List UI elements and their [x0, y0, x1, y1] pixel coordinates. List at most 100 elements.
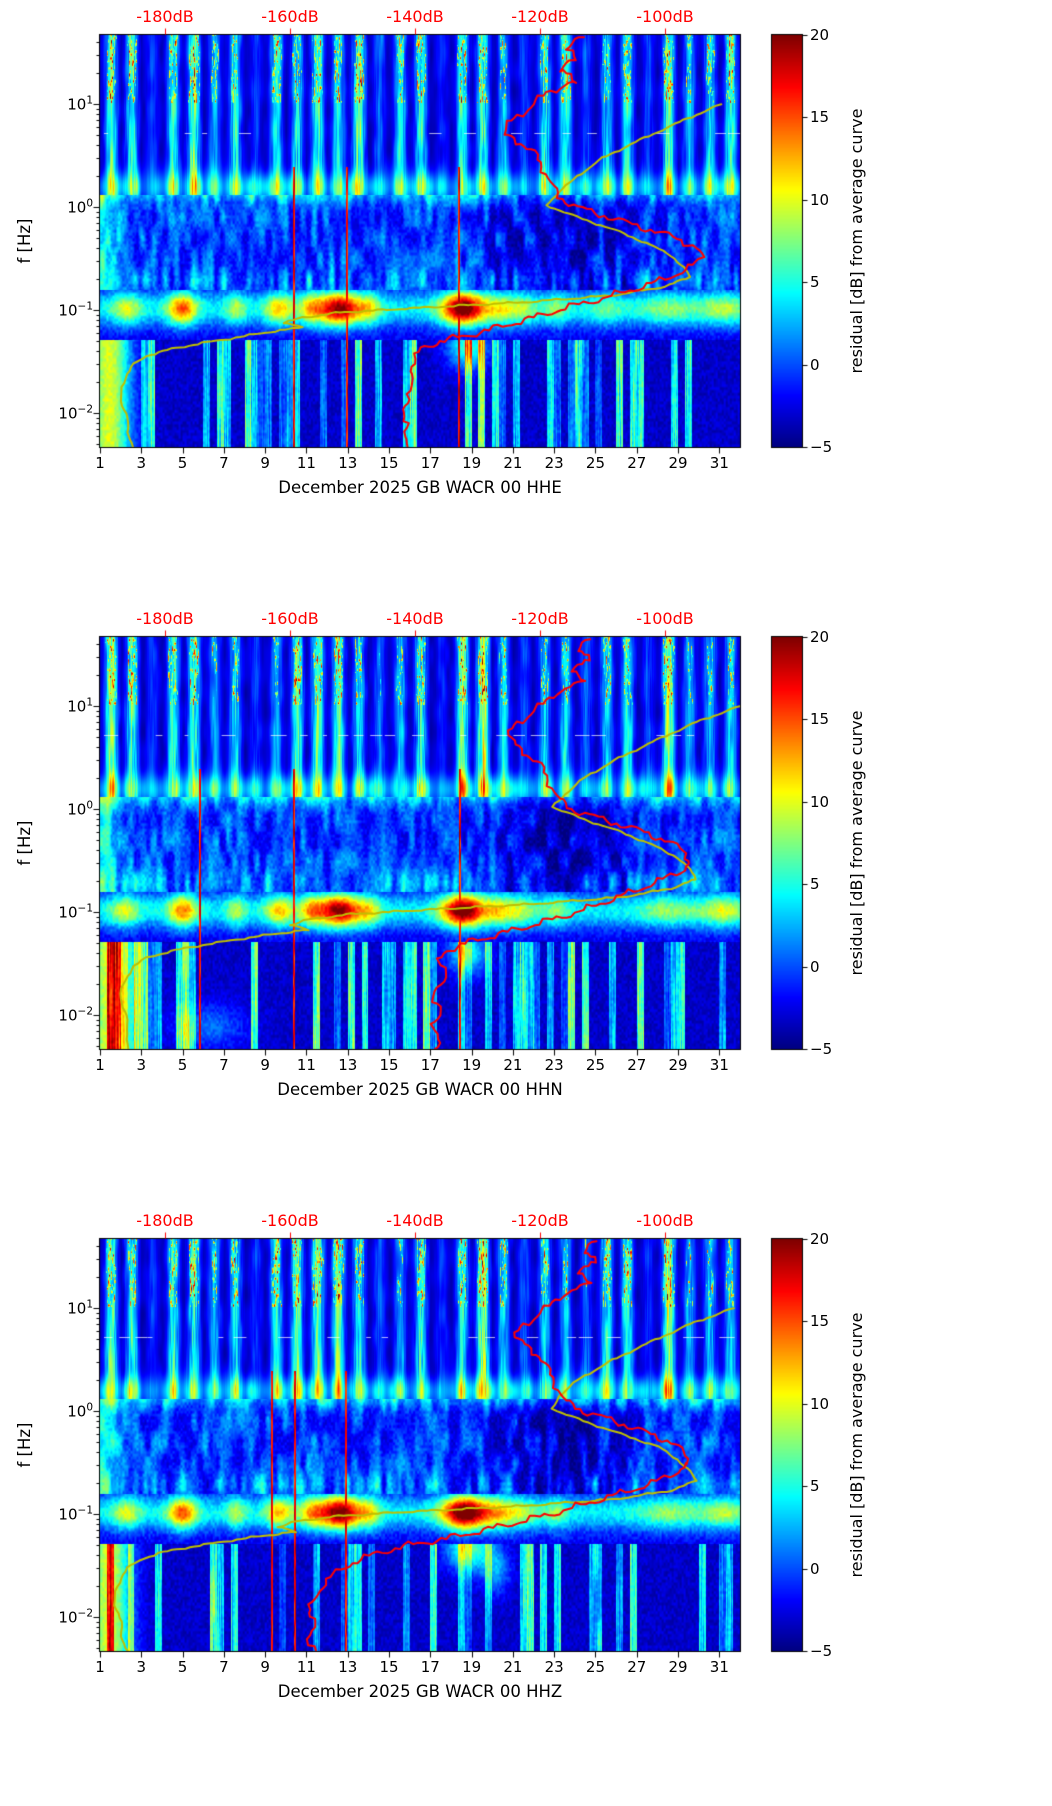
- colorbar-tick-label: 20: [810, 25, 830, 44]
- x-tick-label: 25: [585, 1658, 606, 1676]
- x-tick-label: 21: [503, 454, 523, 472]
- y-tick-exponent: 0: [86, 1401, 93, 1414]
- x-tick-label: 27: [627, 1658, 647, 1676]
- y-tick-mantissa: 10: [67, 1402, 87, 1421]
- y-tick-label: 10−2: [58, 1006, 93, 1024]
- y-axis-label: f [Hz]: [14, 218, 34, 264]
- y-tick-label: 100: [67, 198, 93, 216]
- x-tick-label: 23: [544, 1658, 564, 1676]
- x-axis-label: December 2025 GB WACR 00 HHE: [278, 478, 562, 497]
- colorbar-tick-label: 0: [810, 355, 820, 374]
- x-tick-label: 13: [338, 1658, 358, 1676]
- x-tick-label: 1: [95, 1056, 105, 1074]
- colorbar-tick-label: 15: [810, 1312, 830, 1331]
- top-db-axis-label: -120dB: [511, 609, 569, 628]
- x-tick-label: 17: [420, 454, 440, 472]
- x-tick-label: 29: [668, 1056, 688, 1074]
- top-db-axis-label: -100dB: [636, 7, 694, 26]
- x-tick-label: 25: [585, 1056, 606, 1074]
- top-db-axis-label: -140dB: [386, 7, 444, 26]
- panel-hhz: -180dB -160dB -140dB -120dB -100dB 1 3 5 7 9 11 13 1…: [0, 1204, 1052, 1806]
- x-tick-label: 19: [462, 1658, 482, 1676]
- y-tick-exponent: −1: [77, 902, 93, 915]
- y-tick-exponent: 0: [86, 799, 93, 812]
- top-db-axis-label: -140dB: [386, 609, 444, 628]
- y-tick-mantissa: 10: [58, 903, 78, 922]
- x-tick-label: 23: [544, 454, 564, 472]
- x-tick-label: 29: [668, 1658, 688, 1676]
- x-tick-label: 9: [260, 454, 270, 472]
- x-tick-label: 11: [296, 1056, 316, 1074]
- x-tick-label: 11: [296, 1658, 316, 1676]
- y-tick-exponent: −2: [77, 403, 93, 416]
- x-tick-label: 31: [709, 1056, 729, 1074]
- y-tick-label: 10−2: [58, 1608, 93, 1626]
- y-tick-exponent: −2: [77, 1607, 93, 1620]
- top-db-axis-label: -120dB: [511, 7, 569, 26]
- top-db-axis-label: -180dB: [136, 7, 194, 26]
- colorbar-tick-label: 20: [810, 627, 830, 646]
- x-tick-label: 3: [136, 1056, 147, 1074]
- y-tick-label: 100: [67, 800, 93, 818]
- top-db-axis-label: -160dB: [261, 609, 319, 628]
- y-tick-mantissa: 10: [67, 198, 87, 217]
- colorbar-label: residual [dB] from average curve: [847, 108, 867, 374]
- y-tick-mantissa: 10: [58, 301, 78, 320]
- y-tick-exponent: −2: [77, 1005, 93, 1018]
- y-tick-mantissa: 10: [67, 95, 87, 114]
- x-tick-label: 17: [420, 1056, 440, 1074]
- y-tick-mantissa: 10: [67, 697, 87, 716]
- y-tick-label: 10−2: [58, 404, 93, 422]
- colorbar-tick-label: 10: [810, 792, 830, 811]
- colorbar-tick-label: 15: [810, 710, 830, 729]
- x-tick-label: 23: [544, 1056, 564, 1074]
- x-tick-label: 9: [260, 1658, 270, 1676]
- x-tick-label: 31: [709, 454, 729, 472]
- y-axis-label: f [Hz]: [14, 1422, 34, 1468]
- top-db-axis-label: -180dB: [136, 1211, 194, 1230]
- y-tick-mantissa: 10: [58, 1006, 78, 1025]
- y-tick-exponent: −1: [77, 300, 93, 313]
- x-tick-label: 13: [338, 454, 358, 472]
- x-tick-label: 15: [379, 1658, 399, 1676]
- x-tick-label: 3: [136, 454, 147, 472]
- y-tick-label: 101: [67, 95, 93, 113]
- colorbar-label: residual [dB] from average curve: [847, 710, 867, 976]
- colorbar-label: residual [dB] from average curve: [847, 1312, 867, 1578]
- y-tick-label: 101: [67, 1299, 93, 1317]
- colorbar-tick-label: −5: [810, 1641, 833, 1660]
- y-tick-mantissa: 10: [58, 1505, 78, 1524]
- y-tick-exponent: −1: [77, 1504, 93, 1517]
- x-tick-label: 13: [338, 1056, 358, 1074]
- x-tick-label: 5: [177, 1056, 188, 1074]
- x-tick-label: 1: [95, 1658, 105, 1676]
- y-tick-mantissa: 10: [58, 404, 78, 423]
- panel-hhn: -180dB -160dB -140dB -120dB -100dB 1 3 5 7 9 11 13 1…: [0, 602, 1052, 1204]
- y-tick-label: 10−1: [58, 301, 93, 319]
- y-tick-exponent: 1: [86, 94, 93, 107]
- spectrogram-canvas-hhz: [0, 1204, 1052, 1806]
- colorbar-tick-label: 15: [810, 108, 830, 127]
- y-tick-mantissa: 10: [58, 1608, 78, 1627]
- x-tick-label: 19: [462, 1056, 482, 1074]
- x-tick-label: 5: [177, 454, 188, 472]
- top-db-axis-label: -180dB: [136, 609, 194, 628]
- x-tick-label: 15: [379, 1056, 399, 1074]
- x-tick-label: 31: [709, 1658, 729, 1676]
- x-tick-label: 3: [136, 1658, 147, 1676]
- y-tick-exponent: 1: [86, 696, 93, 709]
- x-tick-label: 1: [95, 454, 105, 472]
- y-tick-label: 10−1: [58, 903, 93, 921]
- colorbar-tick-label: 0: [810, 1559, 820, 1578]
- x-axis-label: December 2025 GB WACR 00 HHZ: [277, 1682, 563, 1701]
- x-tick-label: 27: [627, 1056, 647, 1074]
- x-axis-label: December 2025 GB WACR 00 HHN: [277, 1080, 563, 1099]
- x-tick-label: 5: [177, 1658, 188, 1676]
- x-tick-label: 21: [503, 1056, 523, 1074]
- x-tick-label: 7: [219, 1658, 229, 1676]
- x-tick-label: 25: [585, 454, 606, 472]
- y-tick-mantissa: 10: [67, 1299, 87, 1318]
- colorbar-tick-label: 5: [810, 272, 820, 291]
- top-db-axis-label: -100dB: [636, 609, 694, 628]
